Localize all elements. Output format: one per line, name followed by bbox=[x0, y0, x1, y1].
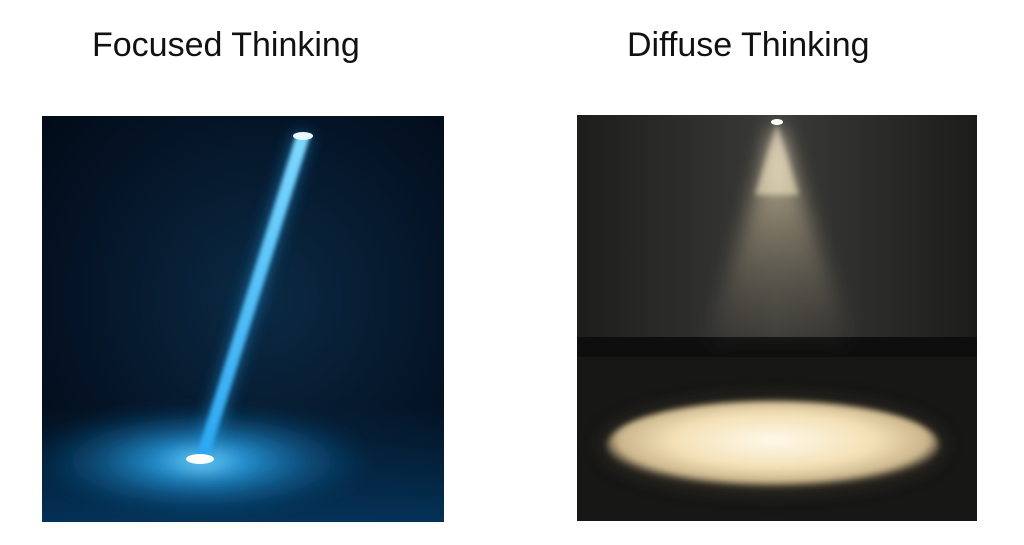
diffuse-spotlight-image bbox=[577, 115, 977, 521]
diffuse-spotlight-illustration bbox=[577, 115, 977, 521]
focused-spotlight-illustration bbox=[42, 116, 444, 522]
diffuse-thinking-title: Diffuse Thinking bbox=[627, 26, 870, 64]
focused-thinking-title: Focused Thinking bbox=[92, 26, 360, 64]
focused-spotlight-image bbox=[42, 116, 444, 522]
